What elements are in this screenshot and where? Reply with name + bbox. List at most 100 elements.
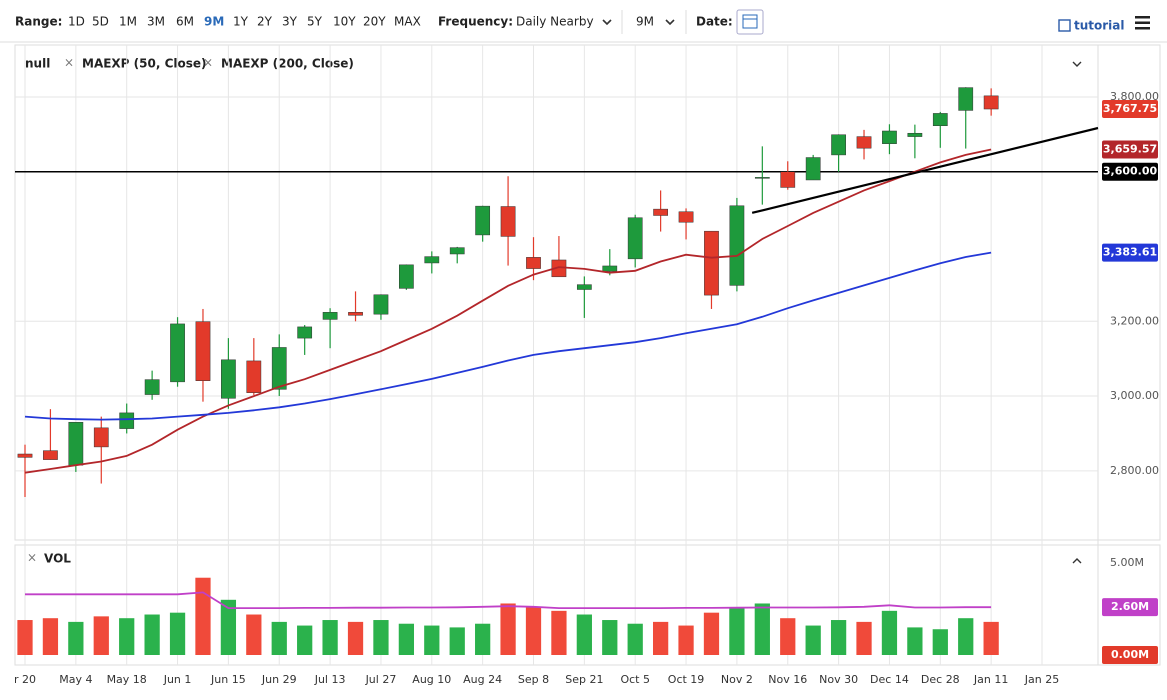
price-tag-label: 3,383.61	[1103, 246, 1157, 259]
volume-bar	[42, 618, 59, 655]
candle-body	[43, 450, 58, 460]
candle-body	[271, 347, 287, 390]
ma-line	[24, 148, 992, 474]
candle-body	[399, 264, 414, 289]
price-tag	[1102, 646, 1158, 664]
collapse-chevron[interactable]	[1072, 558, 1082, 564]
volume-bar	[525, 607, 542, 655]
candle-body	[297, 326, 313, 339]
legend-close[interactable]: ×	[64, 56, 74, 70]
candle-body	[17, 453, 33, 458]
legend-close[interactable]: ×	[27, 551, 37, 565]
range-button[interactable]: 1D	[68, 15, 85, 29]
x-tick-label: Sep 8	[518, 673, 549, 686]
candle-body	[831, 134, 846, 156]
range-button[interactable]: 3Y	[282, 15, 298, 29]
price-tag	[1102, 140, 1158, 159]
range-button[interactable]: 2Y	[257, 15, 273, 29]
y-tick-label: 3,000.00	[1110, 389, 1159, 402]
x-tick-label: Dec 28	[921, 673, 960, 686]
range-button[interactable]: 10Y	[333, 15, 356, 29]
candle-body	[729, 205, 745, 286]
candle-body	[449, 247, 465, 255]
volume-bar	[449, 627, 465, 655]
volume-bar	[220, 599, 237, 655]
range-button[interactable]: 3M	[147, 15, 165, 29]
legend-entry: MAEXP (50, Close)	[82, 57, 207, 71]
candle-body	[322, 312, 338, 320]
range-button[interactable]: 6M	[176, 15, 194, 29]
menu-bar	[1135, 27, 1150, 30]
candle-body	[754, 177, 770, 179]
tutorial-link[interactable]: tutorial	[1074, 19, 1125, 33]
candle-body	[932, 113, 948, 127]
menu-button[interactable]	[1135, 16, 1150, 30]
volume-bar	[68, 621, 84, 655]
volume-bar	[627, 623, 643, 655]
volume-bar	[780, 618, 796, 655]
range-button[interactable]: 9M	[204, 15, 224, 29]
y-tick-label: 2,800.00	[1110, 464, 1159, 477]
volume-bar	[144, 614, 160, 655]
volume-bar	[805, 625, 821, 655]
price-tag-label: 2.60M	[1111, 600, 1149, 613]
collapse-chevron[interactable]	[1072, 61, 1082, 67]
range-button[interactable]: 20Y	[363, 15, 386, 29]
x-tick-label: Oct 19	[668, 673, 705, 686]
menu-bar	[1135, 21, 1150, 24]
volume-bar	[195, 577, 211, 655]
volume-bar	[602, 620, 618, 655]
volume-bar	[958, 618, 974, 655]
candle-body	[983, 95, 999, 110]
x-tick-label: Sep 21	[565, 673, 603, 686]
ma-line	[25, 591, 992, 609]
volume-bar	[17, 620, 33, 655]
volume-bar	[983, 621, 999, 655]
legend-close[interactable]: ×	[203, 56, 213, 70]
range-button[interactable]: 5D	[92, 15, 109, 29]
candle-body	[907, 132, 923, 137]
volume-bar	[881, 610, 898, 655]
calendar-button[interactable]	[736, 9, 764, 35]
x-tick-label: Nov 30	[819, 673, 858, 686]
volume-pane	[14, 544, 1161, 666]
x-tick-label: Aug 24	[463, 673, 502, 686]
volume-bar	[500, 603, 516, 655]
price-tag	[1102, 100, 1158, 119]
candle-body	[93, 427, 109, 448]
candle-body	[704, 230, 719, 296]
candle-body	[602, 265, 618, 272]
volume-bar	[754, 603, 770, 655]
toolbar	[0, 0, 1167, 42]
frequency-label: Frequency:	[438, 15, 513, 29]
range-button[interactable]: 1Y	[233, 15, 249, 29]
volume-bar	[703, 612, 720, 655]
x-tick-label: May 4	[59, 673, 92, 686]
price-tag	[1102, 162, 1158, 181]
x-tick-label: Oct 5	[620, 673, 650, 686]
candle-body	[144, 379, 160, 395]
range-button[interactable]: 1M	[119, 15, 137, 29]
volume-bar	[576, 614, 592, 655]
x-tick-label: Jan 25	[1024, 673, 1059, 686]
volume-bar	[93, 616, 109, 655]
volume-bar	[322, 620, 338, 655]
range-button[interactable]: MAX	[394, 15, 421, 29]
candle-body	[170, 323, 185, 383]
tutorial-icon	[1058, 19, 1071, 32]
chevron	[665, 19, 675, 26]
legend-entry: MAEXP (200, Close)	[221, 57, 354, 71]
calendar-icon	[742, 14, 758, 29]
volume-bar	[830, 620, 847, 655]
period-select[interactable]: 9M	[636, 15, 654, 29]
y-tick-label: 5.00M	[1110, 556, 1144, 569]
calendar-frame	[736, 9, 764, 35]
range-button[interactable]: 5Y	[307, 15, 323, 29]
volume-bar	[678, 625, 694, 655]
price-pane	[14, 44, 1161, 541]
x-tick-label: Jun 15	[210, 673, 246, 686]
frequency-select[interactable]: Daily Nearby	[516, 15, 594, 29]
price-tag	[1102, 243, 1158, 262]
candle-body	[958, 87, 974, 111]
